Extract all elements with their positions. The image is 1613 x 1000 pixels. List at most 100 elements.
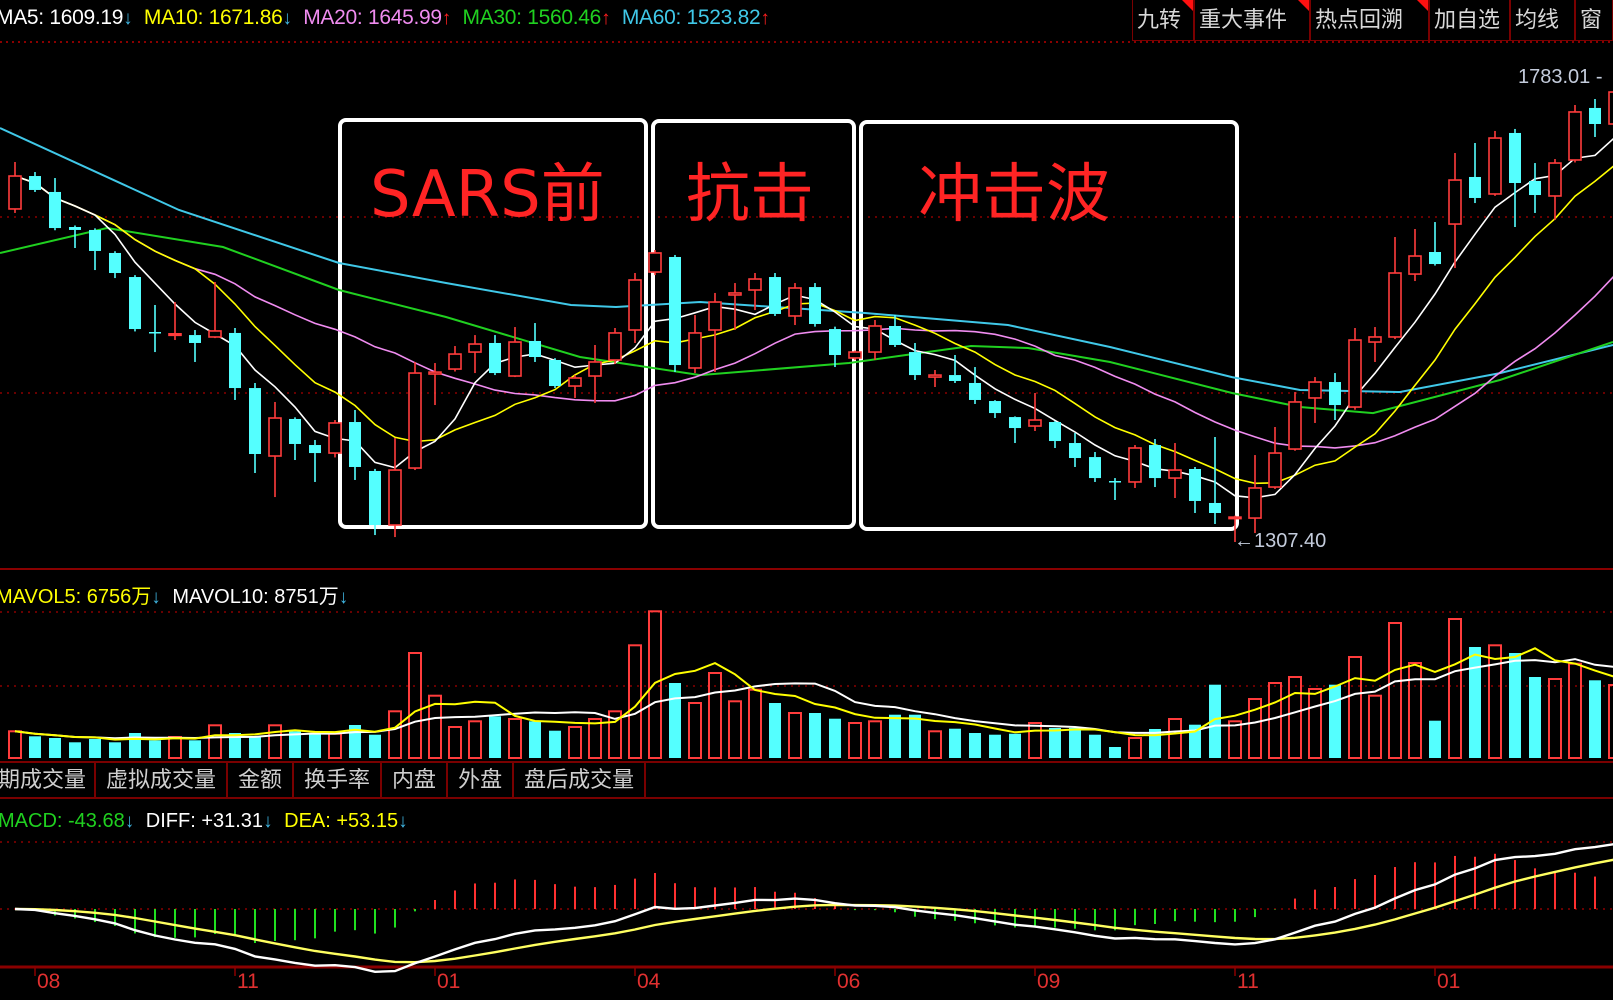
candle-body bbox=[1529, 180, 1541, 196]
tab-volume[interactable]: 期成交量 bbox=[0, 763, 96, 797]
high-price-value: 1783.01 bbox=[1518, 66, 1591, 88]
candle bbox=[1448, 153, 1462, 269]
candle-body bbox=[708, 301, 722, 331]
volume-bar bbox=[829, 718, 841, 758]
candle bbox=[1529, 163, 1541, 213]
hotspot-review-button[interactable]: 热点回溯 bbox=[1310, 0, 1429, 41]
volume-bar bbox=[628, 644, 642, 759]
candle-body bbox=[1608, 91, 1613, 125]
candle-body bbox=[168, 333, 182, 337]
add-watchlist-button[interactable]: 加自选 bbox=[1429, 0, 1510, 41]
annotation-fight: 抗击 bbox=[686, 158, 814, 232]
candle-body bbox=[1268, 452, 1282, 488]
candle-body bbox=[1488, 137, 1502, 195]
moving-average-button[interactable]: 均线 bbox=[1510, 0, 1575, 41]
candle-body bbox=[29, 176, 41, 190]
volume-bar bbox=[1509, 653, 1521, 758]
candle-body bbox=[1009, 417, 1021, 429]
volume-bar bbox=[89, 739, 101, 758]
candle bbox=[149, 304, 161, 353]
major-events-button[interactable]: 重大事件 bbox=[1194, 0, 1310, 41]
volume-bar bbox=[328, 732, 342, 760]
tab-amount[interactable]: 金额 bbox=[228, 763, 295, 797]
volume-bar bbox=[529, 721, 541, 758]
ma5-label: MA5: 1609.19 bbox=[0, 6, 124, 29]
flag-icon bbox=[1417, 0, 1428, 11]
arrow-down-icon: ↓ bbox=[398, 811, 408, 832]
volume-bar bbox=[109, 742, 121, 758]
tab-after-hours-volume[interactable]: 盘后成交量 bbox=[514, 763, 647, 797]
candle bbox=[289, 417, 301, 461]
candle-body bbox=[1448, 179, 1462, 225]
major-events-label: 重大事件 bbox=[1199, 7, 1288, 32]
candle bbox=[568, 375, 582, 398]
arrow-up-icon: ↑ bbox=[760, 8, 770, 29]
candle-body bbox=[809, 287, 821, 324]
candle-body bbox=[529, 340, 541, 358]
arrow-up-icon: ↑ bbox=[601, 8, 611, 29]
candle bbox=[49, 178, 61, 231]
tab-inner[interactable]: 内盘 bbox=[382, 763, 449, 797]
volume-bar bbox=[708, 672, 722, 759]
candle-body bbox=[448, 353, 462, 370]
candle bbox=[1368, 327, 1382, 362]
volume-bar bbox=[448, 726, 462, 759]
candle-body bbox=[889, 325, 901, 345]
candle-body bbox=[468, 343, 482, 353]
candle bbox=[549, 358, 561, 389]
candle bbox=[1028, 393, 1042, 431]
volume-bar bbox=[1268, 682, 1282, 759]
candle-body bbox=[349, 422, 361, 467]
candle-body bbox=[1209, 502, 1221, 513]
candle-body bbox=[369, 470, 381, 526]
candle bbox=[1109, 478, 1121, 501]
candle-body bbox=[969, 382, 981, 400]
candle-body bbox=[868, 325, 882, 353]
arrow-down-icon: ↓ bbox=[151, 587, 161, 608]
moving-average-label: 均线 bbox=[1515, 7, 1560, 32]
arrow-down-icon: ↓ bbox=[282, 8, 292, 29]
candle bbox=[1049, 421, 1061, 448]
candle bbox=[1408, 229, 1422, 282]
x-tick-label: 06 bbox=[837, 970, 861, 993]
candle bbox=[388, 438, 402, 538]
candle bbox=[1388, 237, 1402, 340]
volume-bar bbox=[208, 724, 222, 759]
volume-bar bbox=[189, 740, 201, 758]
candle-body bbox=[728, 292, 742, 296]
flag-icon bbox=[1298, 0, 1309, 11]
candle bbox=[1009, 416, 1021, 444]
volume-bar bbox=[1069, 728, 1081, 758]
diff-line bbox=[14, 843, 1613, 974]
tab-turnover[interactable]: 换手率 bbox=[294, 763, 383, 797]
candle-body bbox=[1149, 445, 1161, 479]
candle bbox=[868, 319, 882, 360]
candle-body bbox=[928, 374, 942, 378]
candle-body bbox=[568, 377, 582, 387]
candle-body bbox=[189, 335, 201, 343]
volume-bar bbox=[1028, 722, 1042, 759]
arrow-down-icon: ↓ bbox=[123, 8, 133, 29]
ma60-line bbox=[0, 127, 1613, 394]
volume-bar bbox=[1448, 618, 1462, 759]
candle-body bbox=[1388, 272, 1402, 338]
window-button[interactable]: 窗 bbox=[1575, 0, 1613, 41]
candle-body bbox=[949, 375, 961, 381]
tab-virtual-volume[interactable]: 虚拟成交量 bbox=[96, 763, 229, 797]
candle-body bbox=[89, 229, 101, 251]
candle-body bbox=[909, 352, 921, 376]
jiuzhuan-button[interactable]: 九转 bbox=[1132, 0, 1194, 41]
candle bbox=[349, 409, 361, 480]
candle-body bbox=[688, 332, 702, 369]
tab-outer[interactable]: 外盘 bbox=[448, 763, 515, 797]
candle bbox=[989, 400, 1001, 419]
candle bbox=[309, 439, 321, 482]
candle bbox=[1268, 426, 1282, 489]
candle bbox=[1149, 439, 1161, 488]
candle bbox=[1168, 443, 1182, 499]
candle-body bbox=[49, 191, 61, 229]
ma-legend: MA5: 1609.19↓ MA10: 1671.86↓ MA20: 1645.… bbox=[0, 6, 776, 30]
volume-bar bbox=[1209, 684, 1221, 758]
volume-bar bbox=[1589, 680, 1601, 758]
